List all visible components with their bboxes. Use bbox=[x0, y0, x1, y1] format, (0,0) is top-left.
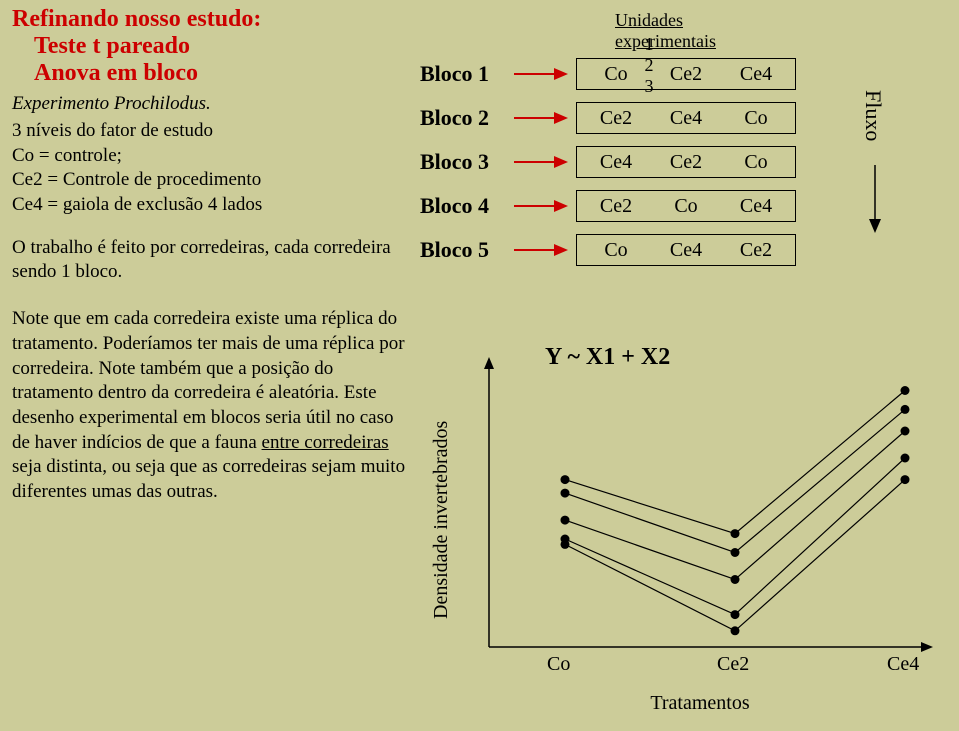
note-underlined: entre corredeiras bbox=[262, 432, 389, 453]
treatment-cell: Co bbox=[581, 239, 651, 262]
fluxo-arrow bbox=[865, 165, 885, 235]
work-description: O trabalho é feito por corredeiras, cada… bbox=[12, 236, 407, 285]
block-label: Bloco 4 bbox=[420, 193, 512, 219]
treatment-box: CoCe2Ce4 bbox=[576, 58, 796, 90]
treatment-cell: Ce4 bbox=[651, 107, 721, 130]
fluxo-label: Fluxo bbox=[860, 90, 886, 141]
treatment-cell: Co bbox=[581, 63, 651, 86]
treatment-cell: Ce4 bbox=[721, 63, 791, 86]
title-line3: Anova em bloco bbox=[12, 60, 407, 87]
treatment-cell: Ce2 bbox=[651, 63, 721, 86]
y-axis-label: Densidade invertebrados bbox=[430, 390, 453, 650]
treatment-cell: Co bbox=[721, 151, 791, 174]
chart-area: Densidade invertebrados Y ~ X1 + X2 CoCe… bbox=[430, 340, 940, 715]
treatment-box: Ce2CoCe4 bbox=[576, 190, 796, 222]
unit-num-1: 1 bbox=[610, 34, 688, 55]
treatment-cell: Ce4 bbox=[651, 239, 721, 262]
block-row-1: Bloco 1 CoCe2Ce4 bbox=[420, 58, 796, 90]
x-tick-label: Ce4 bbox=[887, 653, 919, 676]
left-text-column: Refinando nosso estudo: Teste t pareado … bbox=[12, 6, 407, 505]
arrow-icon bbox=[512, 63, 570, 85]
treatment-box: Ce4Ce2Co bbox=[576, 146, 796, 178]
treatment-box: CoCe4Ce2 bbox=[576, 234, 796, 266]
treatment-box: Ce2Ce4Co bbox=[576, 102, 796, 134]
title-line2: Teste t pareado bbox=[12, 33, 407, 60]
factor-ce2: Ce2 = Controle de procedimento bbox=[12, 168, 407, 193]
block-row-5: Bloco 5 CoCe4Ce2 bbox=[420, 234, 796, 266]
line-chart bbox=[475, 355, 935, 665]
treatment-cell: Ce2 bbox=[581, 195, 651, 218]
block-row-4: Bloco 4 Ce2CoCe4 bbox=[420, 190, 796, 222]
note-paragraph: Note que em cada corredeira existe uma r… bbox=[12, 307, 407, 505]
block-row-3: Bloco 3 Ce4Ce2Co bbox=[420, 146, 796, 178]
factors-intro: 3 níveis do fator de estudo bbox=[12, 119, 407, 144]
treatment-cell: Co bbox=[651, 195, 721, 218]
arrow-icon bbox=[512, 195, 570, 217]
treatment-cell: Co bbox=[721, 107, 791, 130]
arrow-icon bbox=[512, 239, 570, 261]
factor-ce4: Ce4 = gaiola de exclusão 4 lados bbox=[12, 193, 407, 218]
experiment-name: Experimento Prochilodus. bbox=[12, 93, 407, 115]
factors-list: 3 níveis do fator de estudo Co = control… bbox=[12, 119, 407, 218]
block-label: Bloco 3 bbox=[420, 149, 512, 175]
title-block: Refinando nosso estudo: Teste t pareado … bbox=[12, 6, 407, 87]
title-line1: Refinando nosso estudo: bbox=[12, 6, 407, 33]
block-label: Bloco 2 bbox=[420, 105, 512, 131]
factor-co: Co = controle; bbox=[12, 144, 407, 169]
block-row-2: Bloco 2 Ce2Ce4Co bbox=[420, 102, 796, 134]
treatment-cell: Ce2 bbox=[651, 151, 721, 174]
treatment-cell: Ce4 bbox=[581, 151, 651, 174]
treatment-cell: Ce2 bbox=[721, 239, 791, 262]
x-tick-label: Ce2 bbox=[717, 653, 749, 676]
treatment-cell: Ce4 bbox=[721, 195, 791, 218]
arrow-icon bbox=[512, 107, 570, 129]
treatment-cell: Ce2 bbox=[581, 107, 651, 130]
block-label: Bloco 5 bbox=[420, 237, 512, 263]
block-label: Bloco 1 bbox=[420, 61, 512, 87]
x-axis-label: Tratamentos bbox=[480, 692, 920, 715]
arrow-icon bbox=[512, 151, 570, 173]
note-part-b: seja distinta, ou seja que as corredeira… bbox=[12, 456, 405, 502]
x-tick-label: Co bbox=[547, 653, 570, 676]
